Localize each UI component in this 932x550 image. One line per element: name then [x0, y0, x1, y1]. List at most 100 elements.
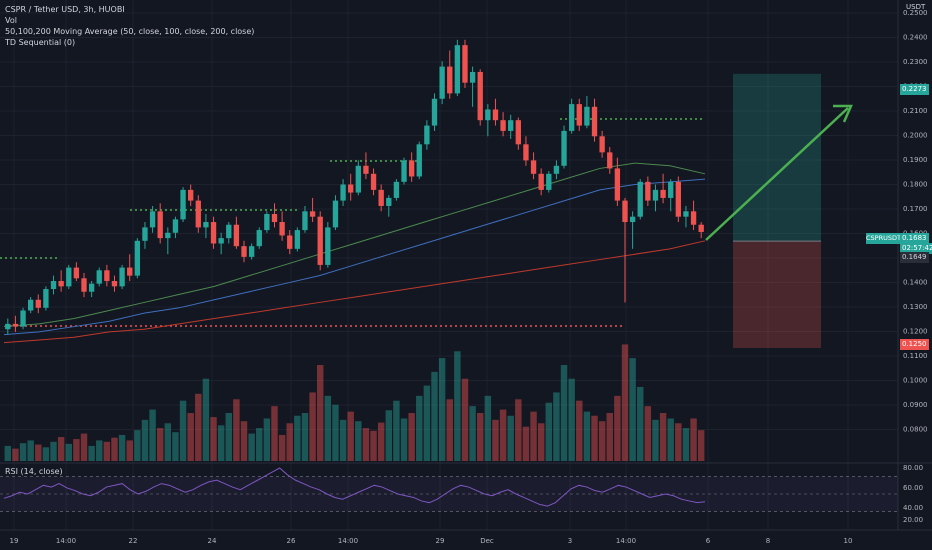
currency-unit[interactable]: USDT: [906, 3, 926, 11]
time-tick-label: Dec: [480, 537, 494, 545]
volume-bar: [12, 448, 19, 461]
volume-bar: [614, 395, 621, 461]
price-tick-label: 0.0800: [903, 426, 928, 434]
volume-bar: [530, 411, 537, 461]
price-tick-label: 0.2500: [903, 9, 928, 17]
candle-body: [348, 184, 354, 193]
ma-100-line: [3, 178, 706, 336]
candle-body: [96, 270, 102, 284]
volume-bar: [134, 430, 141, 461]
volume-bar: [416, 395, 423, 461]
time-tick-label: 10: [844, 537, 853, 545]
candle-body: [645, 181, 651, 201]
rsi-indicator-label[interactable]: RSI (14, close): [5, 467, 63, 476]
candle-body: [683, 211, 689, 217]
volume-bar: [118, 434, 126, 461]
volume-bar: [408, 413, 415, 461]
candle-body: [165, 232, 171, 239]
candle-body: [439, 66, 445, 99]
rsi-tick-label: 60.00: [903, 484, 923, 492]
candle-body: [248, 246, 255, 257]
candle-body: [568, 104, 575, 131]
volume-bar: [377, 422, 385, 461]
time-tick-label: 26: [287, 537, 296, 545]
rsi-tick-label: 40.00: [903, 504, 923, 512]
ma-indicator-label[interactable]: 50,100,200 Moving Average (50, close, 10…: [5, 27, 255, 36]
candle-body: [218, 238, 224, 244]
volume-bar: [637, 386, 644, 461]
volume-bar: [606, 413, 613, 461]
volume-bar: [675, 423, 682, 461]
candle-body: [370, 173, 377, 190]
countdown-tag: 02:57:42: [900, 243, 932, 254]
volume-bars: [4, 344, 705, 461]
volume-bar: [423, 385, 431, 461]
candle-body: [629, 216, 636, 223]
volume-bar: [256, 428, 263, 461]
rsi-tick-label: 20.00: [903, 516, 923, 524]
candle-body: [172, 219, 179, 233]
candle-body: [104, 270, 110, 281]
candle-body: [226, 224, 232, 239]
volume-bar: [697, 430, 705, 461]
time-tick-label: 29: [436, 537, 445, 545]
volume-bar: [240, 421, 248, 461]
candle-body: [378, 189, 384, 206]
volume-bar: [385, 410, 392, 461]
vol-indicator-label[interactable]: Vol: [5, 16, 17, 25]
volume-bar: [659, 413, 667, 461]
candle-body: [546, 173, 552, 190]
candle-body: [180, 189, 186, 220]
volume-bar: [187, 413, 194, 461]
time-tick-label: 24: [208, 537, 217, 545]
candle-body: [81, 278, 87, 292]
volume-bar: [50, 441, 57, 461]
candle-body: [500, 120, 506, 131]
volume-bar: [492, 419, 499, 461]
long-position-tool[interactable]: [705, 73, 853, 348]
volume-bar: [88, 445, 95, 461]
time-tick-label: 14:00: [56, 537, 76, 545]
price-tick-label: 0.1100: [903, 352, 928, 360]
symbol-tag: CSPRUSDT: [866, 233, 901, 244]
volume-bar: [225, 413, 232, 461]
volume-bar: [355, 421, 362, 461]
volume-bar: [537, 423, 545, 461]
time-tick-label: 22: [129, 537, 138, 545]
volume-bar: [591, 415, 598, 461]
volume-bar: [515, 399, 522, 461]
candle-body: [111, 281, 118, 287]
volume-bar: [111, 437, 118, 461]
volume-bar: [583, 411, 591, 461]
td-indicator-label[interactable]: TD Sequential (0): [5, 38, 76, 47]
candle-body: [424, 125, 430, 145]
volume-bar: [576, 400, 583, 461]
candle-body: [508, 120, 514, 131]
volume-bar: [96, 440, 103, 461]
candle-body: [5, 323, 11, 330]
candle-body: [454, 45, 461, 94]
candle-body: [492, 109, 499, 121]
candle-body: [233, 224, 240, 247]
candle-body: [538, 173, 544, 190]
volume-bar: [629, 358, 636, 461]
volume-bar: [27, 440, 34, 461]
volume-bar: [35, 444, 42, 461]
volume-bar: [271, 406, 278, 461]
candle-body: [88, 283, 95, 292]
candle-body: [142, 227, 148, 241]
volume-bar: [644, 406, 652, 461]
volume-bar: [339, 419, 347, 461]
volume-bar: [568, 378, 575, 461]
symbol-title[interactable]: CSPR / Tether USD, 3h, HUOBI: [5, 5, 125, 14]
trend-arrow: [705, 107, 849, 241]
volume-bar: [461, 378, 469, 461]
candle-body: [256, 230, 262, 247]
volume-bar: [141, 419, 149, 461]
volume-bar: [477, 413, 484, 461]
time-axis[interactable]: 19 14:00 22 24 26 14:00 29 Dec 3 14:00 6 8 10: [10, 537, 853, 545]
volume-bar: [324, 395, 332, 461]
candle-body: [355, 165, 361, 193]
volume-bar: [682, 428, 690, 461]
